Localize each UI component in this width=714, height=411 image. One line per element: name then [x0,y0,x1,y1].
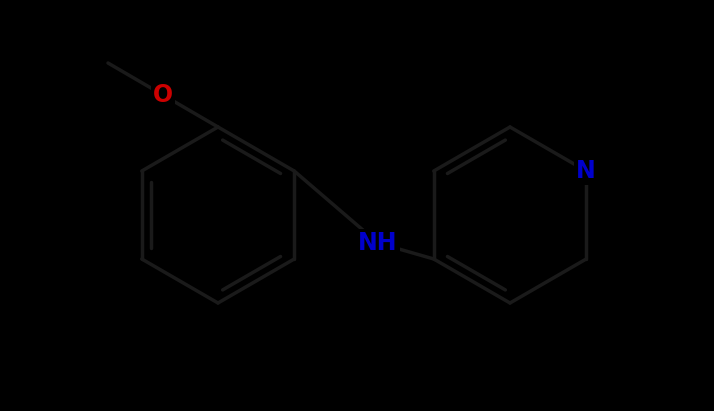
Text: O: O [153,83,173,107]
Text: N: N [576,159,596,183]
Text: NH: NH [358,231,398,255]
